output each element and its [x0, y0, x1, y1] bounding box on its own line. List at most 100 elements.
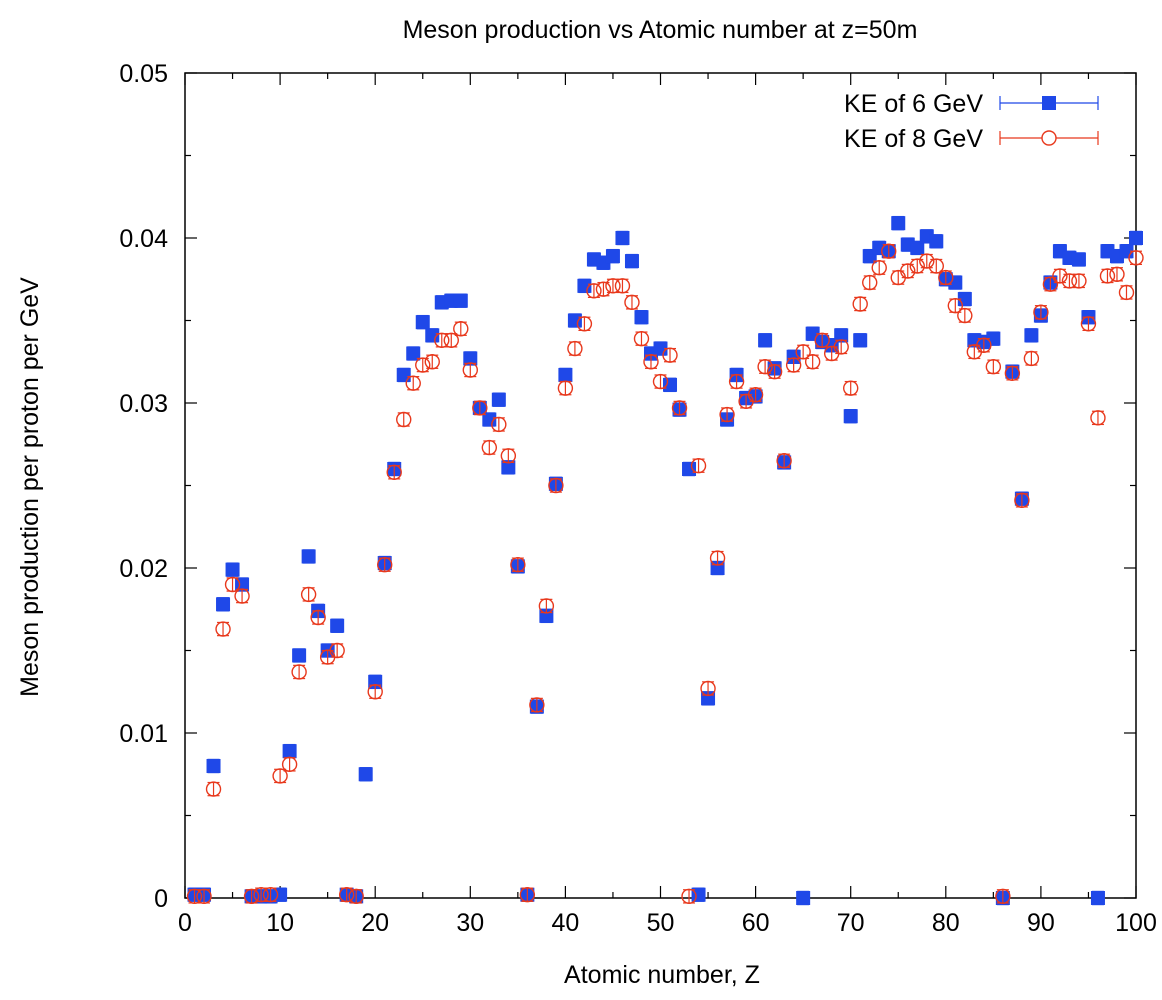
legend-marker [1041, 130, 1057, 146]
data-point [786, 349, 801, 364]
data-point [682, 462, 697, 476]
data-point [728, 373, 745, 390]
legend-marker [1042, 96, 1056, 110]
y-axis-label: Meson production per proton per GeV [16, 277, 44, 697]
series-1 [187, 215, 1143, 906]
data-point [1023, 350, 1040, 367]
data-point [633, 330, 650, 347]
x-tick-label: 70 [837, 909, 865, 937]
data-point [348, 888, 364, 905]
data-point [795, 344, 811, 360]
data-point [891, 216, 906, 231]
x-tick-label: 60 [742, 909, 770, 937]
data-point [700, 680, 716, 697]
data-point [634, 310, 649, 325]
y-tick-label: 0.05 [119, 60, 168, 88]
data-point [224, 576, 241, 593]
data-point [624, 254, 639, 269]
data-point [643, 354, 659, 370]
data-point [548, 477, 564, 494]
data-point [491, 416, 507, 433]
data-point [301, 549, 316, 564]
data-point [796, 891, 811, 905]
data-point [843, 380, 859, 396]
data-point [310, 609, 326, 626]
data-point [833, 339, 849, 355]
data-point [1129, 231, 1143, 245]
data-point [396, 411, 412, 428]
data-point [243, 888, 260, 905]
x-tick-label: 40 [551, 909, 579, 937]
data-point [690, 458, 707, 474]
data-point [196, 888, 212, 905]
data-point [186, 888, 203, 905]
data-point [909, 258, 925, 274]
data-point [910, 240, 925, 255]
data-point [1004, 365, 1021, 381]
data-point [253, 887, 269, 903]
data-point [500, 448, 517, 464]
data-point [300, 586, 317, 603]
data-point [576, 316, 593, 332]
data-point [1033, 304, 1049, 320]
data-point [1128, 250, 1144, 266]
data-point [652, 373, 669, 390]
data-point [804, 354, 821, 370]
data-point [386, 464, 402, 480]
x-axis-label: Atomic number, Z [564, 961, 760, 989]
series-2 [186, 243, 1144, 905]
data-point [396, 367, 411, 382]
data-point [491, 392, 506, 407]
data-point [663, 377, 678, 392]
y-tick-label: 0.02 [119, 555, 168, 583]
data-point [586, 283, 602, 299]
plot-frame [184, 72, 1137, 899]
data-point [472, 400, 488, 416]
data-point [1118, 284, 1135, 301]
data-point [557, 380, 574, 396]
data-point [538, 598, 555, 614]
data-point [691, 887, 706, 902]
data-point [510, 557, 526, 573]
data-point [529, 697, 545, 713]
data-point [785, 357, 802, 373]
data-point [995, 888, 1011, 905]
data-point [338, 887, 355, 903]
data-point [615, 231, 630, 245]
data-point [928, 258, 944, 274]
data-point [281, 756, 298, 773]
data-point [757, 359, 773, 375]
data-point [719, 406, 735, 423]
data-point [976, 337, 992, 353]
x-tick-label: 20 [361, 909, 389, 937]
x-tick-label: 100 [1115, 909, 1157, 937]
x-tick-label: 50 [647, 909, 675, 937]
data-point [1090, 410, 1106, 426]
data-point [871, 260, 887, 276]
data-point [1090, 891, 1105, 905]
data-point [282, 744, 297, 759]
data-point [415, 357, 431, 373]
data-point [605, 249, 620, 264]
data-point [776, 453, 792, 469]
data-point [462, 362, 478, 378]
data-point [614, 278, 631, 294]
data-point [216, 597, 231, 612]
data-point [424, 354, 440, 370]
y-tick-label: 0.01 [119, 720, 168, 748]
data-point [481, 439, 498, 456]
data-point [852, 296, 868, 312]
x-tick-label: 90 [1027, 909, 1055, 937]
data-point [225, 562, 240, 577]
data-point [843, 409, 858, 424]
data-point [862, 274, 878, 291]
data-point [377, 557, 393, 573]
data-point [272, 768, 288, 784]
data-point [453, 293, 468, 308]
data-point [1071, 273, 1087, 289]
data-point [501, 460, 516, 475]
data-point [234, 588, 250, 604]
data-point [291, 664, 307, 680]
data-point [938, 269, 954, 286]
